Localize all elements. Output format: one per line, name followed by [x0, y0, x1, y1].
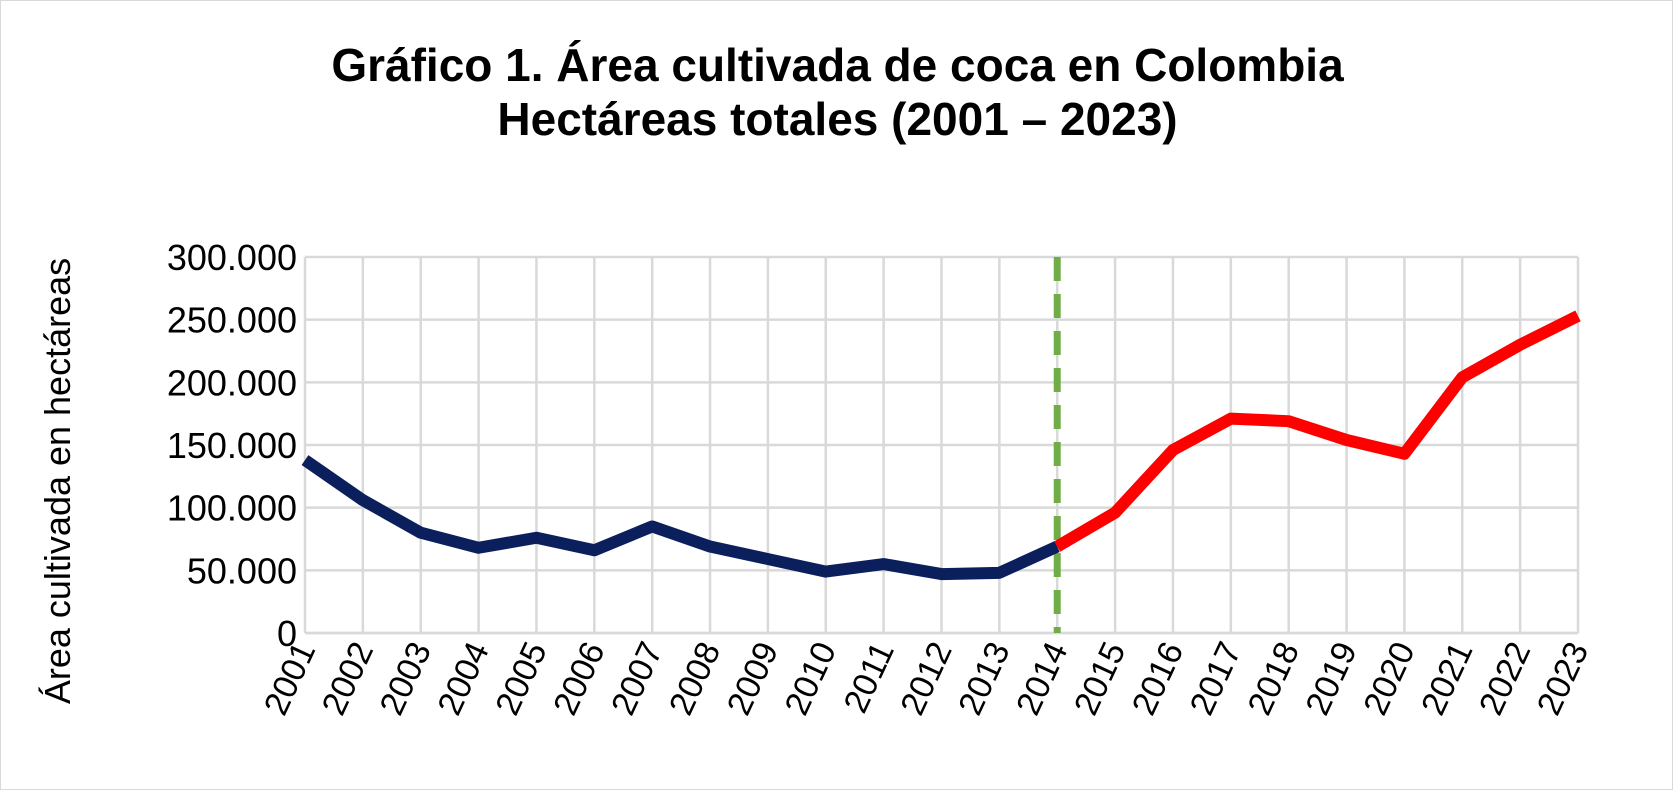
data-point: [767, 558, 769, 560]
x-tick-label: 2022: [1472, 636, 1538, 721]
data-point: [709, 546, 711, 548]
data-point: [1172, 449, 1174, 451]
x-tick-label: 2003: [373, 636, 439, 721]
x-tick-label: 2018: [1241, 636, 1307, 721]
data-point: [304, 459, 306, 461]
data-point: [1230, 418, 1232, 420]
y-tick-label: 50.000: [187, 550, 297, 591]
x-tick-label: 2021: [1414, 636, 1480, 721]
x-tick-label: 2007: [604, 636, 670, 721]
y-axis-label: Área cultivada en hectáreas: [37, 258, 78, 704]
data-point: [1056, 546, 1058, 548]
data-point: [1288, 420, 1290, 422]
x-tick-label: 2016: [1125, 636, 1191, 721]
x-tick-label: 2017: [1183, 636, 1249, 721]
series-line-after: [1054, 310, 1581, 552]
chart-subtitle: Hectáreas totales (2001 – 2023): [497, 93, 1178, 145]
x-tick-label: 2004: [430, 636, 496, 721]
y-tick-labels: 0 50.000 100.000 150.000 200.000 250.000 300.0…: [167, 237, 297, 654]
data-point: [1461, 376, 1463, 378]
x-tick-label: 2014: [1009, 636, 1075, 721]
data-point: [1114, 512, 1116, 514]
data-point: [362, 499, 364, 501]
x-tick-label: 2010: [778, 636, 844, 721]
data-point: [825, 571, 827, 573]
x-tick-label: 2023: [1530, 636, 1596, 721]
data-point: [941, 573, 943, 575]
x-tick-label: 2020: [1356, 636, 1422, 721]
series-line-before: [301, 455, 1060, 581]
y-tick-label: 250.000: [167, 300, 297, 341]
x-tick-labels: 2001200220032004200520062007200820092010…: [257, 636, 1596, 721]
y-tick-label: 150.000: [167, 425, 297, 466]
data-point: [420, 532, 422, 534]
y-tick-label: 300.000: [167, 237, 297, 278]
y-tick-label: 0: [277, 613, 297, 654]
x-tick-label: 2006: [546, 636, 612, 721]
data-point: [1577, 315, 1579, 317]
x-tick-label: 2005: [488, 636, 554, 721]
data-point: [1403, 453, 1405, 455]
data-point: [535, 537, 537, 539]
data-point: [593, 549, 595, 551]
data-point: [1346, 439, 1348, 441]
data-point: [998, 572, 1000, 574]
data-point: [478, 547, 480, 549]
x-tick-label: 2001: [257, 636, 323, 721]
chart-title: Gráfico 1. Área cultivada de coca en Col…: [331, 39, 1344, 91]
x-tick-label: 2011: [837, 636, 902, 718]
data-lines: [301, 257, 1581, 633]
grid-lines: [303, 255, 1580, 635]
x-tick-label: 2009: [720, 636, 786, 721]
x-tick-label: 2015: [1067, 636, 1133, 721]
x-tick-label: 2013: [951, 636, 1017, 721]
data-point: [651, 525, 653, 527]
y-tick-label: 200.000: [167, 362, 297, 403]
chart-title-block: Gráfico 1. Área cultivada de coca en Col…: [0, 38, 1675, 146]
data-point: [1519, 344, 1521, 346]
x-tick-label: 2008: [662, 636, 728, 721]
x-tick-label: 2002: [315, 636, 381, 721]
data-point: [883, 563, 885, 565]
y-tick-label: 100.000: [167, 488, 297, 529]
x-tick-label: 2012: [893, 636, 959, 721]
x-tick-label: 2019: [1298, 636, 1364, 721]
